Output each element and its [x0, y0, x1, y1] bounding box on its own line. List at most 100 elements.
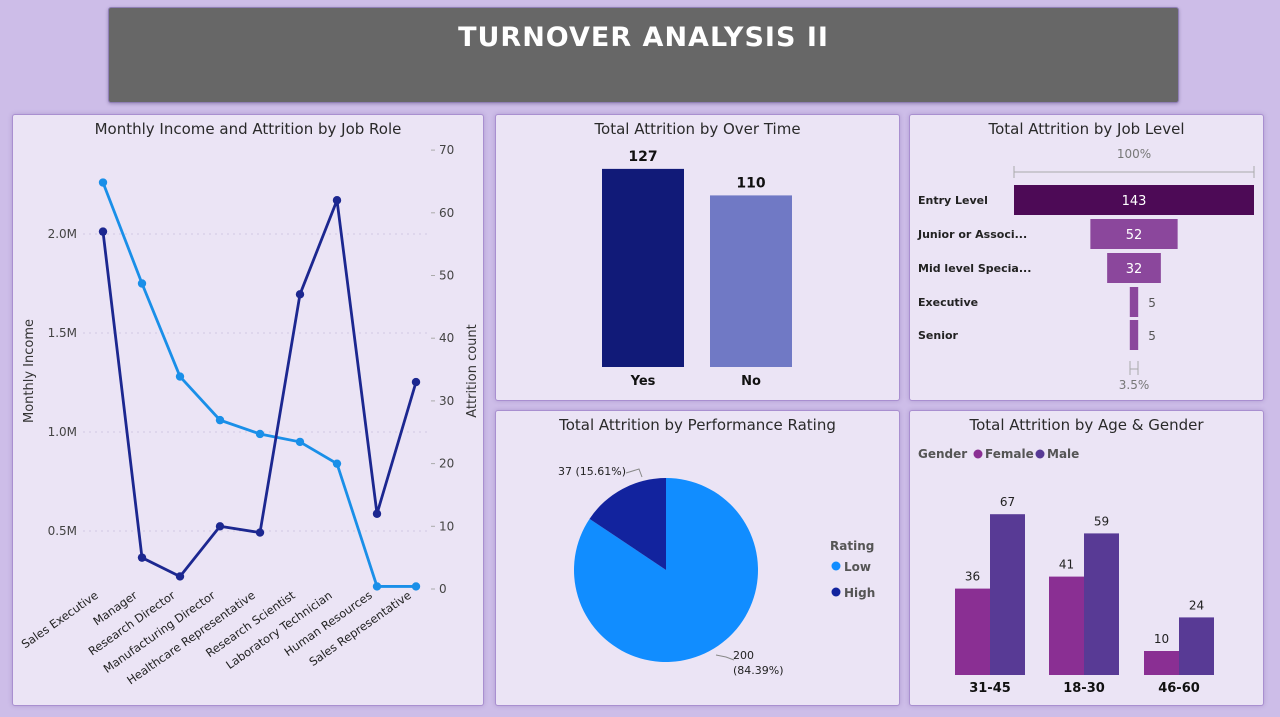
- age-gender-value-label: 10: [1154, 632, 1169, 646]
- age-gender-value-label: 67: [1000, 495, 1015, 509]
- age-gender-bar: [1084, 533, 1119, 675]
- overtime-category-label: Yes: [630, 374, 656, 389]
- attrition-point: [175, 572, 185, 581]
- attrition-point: [332, 196, 342, 205]
- income-line: [101, 182, 416, 588]
- age-gender-bar: [1144, 651, 1179, 675]
- funnel-value-label: 5: [1148, 329, 1156, 343]
- age-legend-female: Female: [985, 447, 1034, 461]
- funnel-category-label: Senior: [918, 329, 959, 342]
- pie-label-low-pct: (84.39%): [733, 664, 784, 677]
- overtime-chart: 127 Yes 110 No: [602, 149, 792, 389]
- y2-tick-label: 30: [439, 394, 454, 408]
- age-gender-value-label: 59: [1094, 514, 1109, 528]
- attrition-point: [295, 290, 305, 299]
- income-point: [137, 279, 147, 288]
- funnel-value-label: 52: [1126, 228, 1143, 243]
- pie-legend-high: High: [844, 586, 875, 600]
- funnel-category-label: Junior or Associ...: [917, 228, 1027, 241]
- income-attrition-card[interactable]: Monthly Income and Attrition by Job Role…: [12, 114, 484, 706]
- y2-tick-label: 0: [439, 582, 447, 596]
- attrition-point: [215, 522, 225, 531]
- age-category-label: 18-30: [1063, 681, 1105, 696]
- income-attrition-title: Monthly Income and Attrition by Job Role: [94, 120, 402, 138]
- pie-leader-line: [625, 468, 643, 478]
- funnel-value-label: 32: [1126, 262, 1143, 277]
- income-point: [372, 582, 382, 591]
- age-gender-bar: [955, 588, 990, 675]
- attrition-point: [98, 227, 108, 236]
- overtime-title: Total Attrition by Over Time: [594, 120, 801, 138]
- age-gender-bar: [1049, 576, 1084, 675]
- income-point: [295, 437, 305, 447]
- attrition-point: [137, 553, 147, 562]
- pie-label-low: 200: [733, 649, 754, 662]
- age-legend-male: Male: [1047, 447, 1079, 461]
- pie-label-high: 37 (15.61%): [558, 465, 626, 478]
- y2-tick-label: 70: [439, 143, 454, 157]
- funnel-value-label: 143: [1122, 194, 1147, 209]
- y2-tick-label: 50: [439, 269, 454, 283]
- funnel-value-label: 5: [1148, 296, 1156, 310]
- pie-legend-title: Rating: [830, 539, 874, 553]
- age-gender-value-label: 36: [965, 570, 980, 584]
- age-category-label: 46-60: [1158, 681, 1200, 696]
- y2-axis-title: Attrition count: [465, 324, 480, 418]
- attrition-point: [372, 509, 382, 518]
- y2-tick-label: 60: [439, 206, 454, 220]
- income-point: [98, 178, 108, 187]
- x-tick-label: Sales Executive: [19, 588, 101, 651]
- dashboard-title: TURNOVER ANALYSIS II: [458, 22, 829, 53]
- age-gender-value-label: 24: [1189, 598, 1204, 612]
- age-gender-title: Total Attrition by Age & Gender: [969, 416, 1204, 434]
- age-legend-title: Gender: [918, 447, 967, 461]
- job-level-card[interactable]: Total Attrition by Job Level 100% Entry L…: [909, 114, 1264, 401]
- pie-slice-high: [589, 478, 666, 570]
- overtime-value-label: 110: [736, 175, 765, 191]
- attrition-point: [411, 377, 421, 387]
- overtime-card[interactable]: Total Attrition by Over Time 127 Yes 110 No: [495, 114, 900, 401]
- income-attrition-chart: 0.5M 1.0M 1.5M 2.0M 0 10 20 30 40 50 60 70 Monthly I…: [19, 143, 480, 687]
- y-axis-title: Monthly Income: [22, 319, 37, 423]
- income-point: [411, 582, 421, 591]
- funnel-category-label: Executive: [918, 296, 978, 309]
- funnel-bar: [1090, 219, 1178, 249]
- funnel-bar: [1129, 287, 1139, 317]
- overtime-bar: [710, 195, 792, 367]
- age-gender-bar: [1179, 617, 1214, 675]
- attrition-point: [255, 528, 265, 537]
- age-legend-marker: [1035, 449, 1045, 459]
- income-point: [215, 415, 225, 425]
- funnel-bar: [1129, 320, 1139, 350]
- income-point: [255, 429, 265, 439]
- income-point: [332, 459, 342, 468]
- y-tick-label: 2.0M: [48, 227, 77, 241]
- income-point: [175, 372, 185, 381]
- funnel-top-label: 100%: [1117, 147, 1151, 161]
- job-level-chart: 100% Entry Level 143 Junior or Associ... 52 M…: [917, 147, 1255, 392]
- age-gender-card[interactable]: Total Attrition by Age & Gender Gender Fe…: [909, 410, 1264, 706]
- age-gender-bar: [990, 514, 1025, 675]
- funnel-bar: [1014, 185, 1254, 215]
- pie-legend-low: Low: [844, 560, 871, 574]
- y-tick-label: 1.5M: [48, 326, 77, 340]
- funnel-category-label: Entry Level: [918, 194, 988, 207]
- age-legend-marker: [973, 449, 983, 459]
- y2-tick-label: 40: [439, 331, 454, 345]
- pie-legend-marker: [831, 587, 841, 597]
- age-gender-chart: Gender Female Male 36 67 31-45 41 59 18-30 10 24 46…: [918, 447, 1214, 696]
- pie-legend-marker: [831, 561, 841, 571]
- funnel-bar: [1107, 253, 1161, 283]
- performance-card[interactable]: Total Attrition by Performance Rating 37…: [495, 410, 900, 706]
- funnel-bottom-label: 3.5%: [1119, 378, 1150, 392]
- job-level-title: Total Attrition by Job Level: [988, 120, 1185, 138]
- overtime-value-label: 127: [628, 149, 657, 165]
- performance-title: Total Attrition by Performance Rating: [559, 416, 836, 434]
- age-gender-value-label: 41: [1059, 558, 1074, 572]
- dashboard-banner: TURNOVER ANALYSIS II: [108, 7, 1179, 103]
- overtime-category-label: No: [741, 374, 761, 389]
- y-tick-label: 1.0M: [48, 425, 77, 439]
- funnel-category-label: Mid level Specia...: [918, 262, 1031, 275]
- pie-leader-line: [715, 654, 735, 661]
- performance-chart: 37 (15.61%) 200 (84.39%) Rating Low High: [558, 465, 875, 677]
